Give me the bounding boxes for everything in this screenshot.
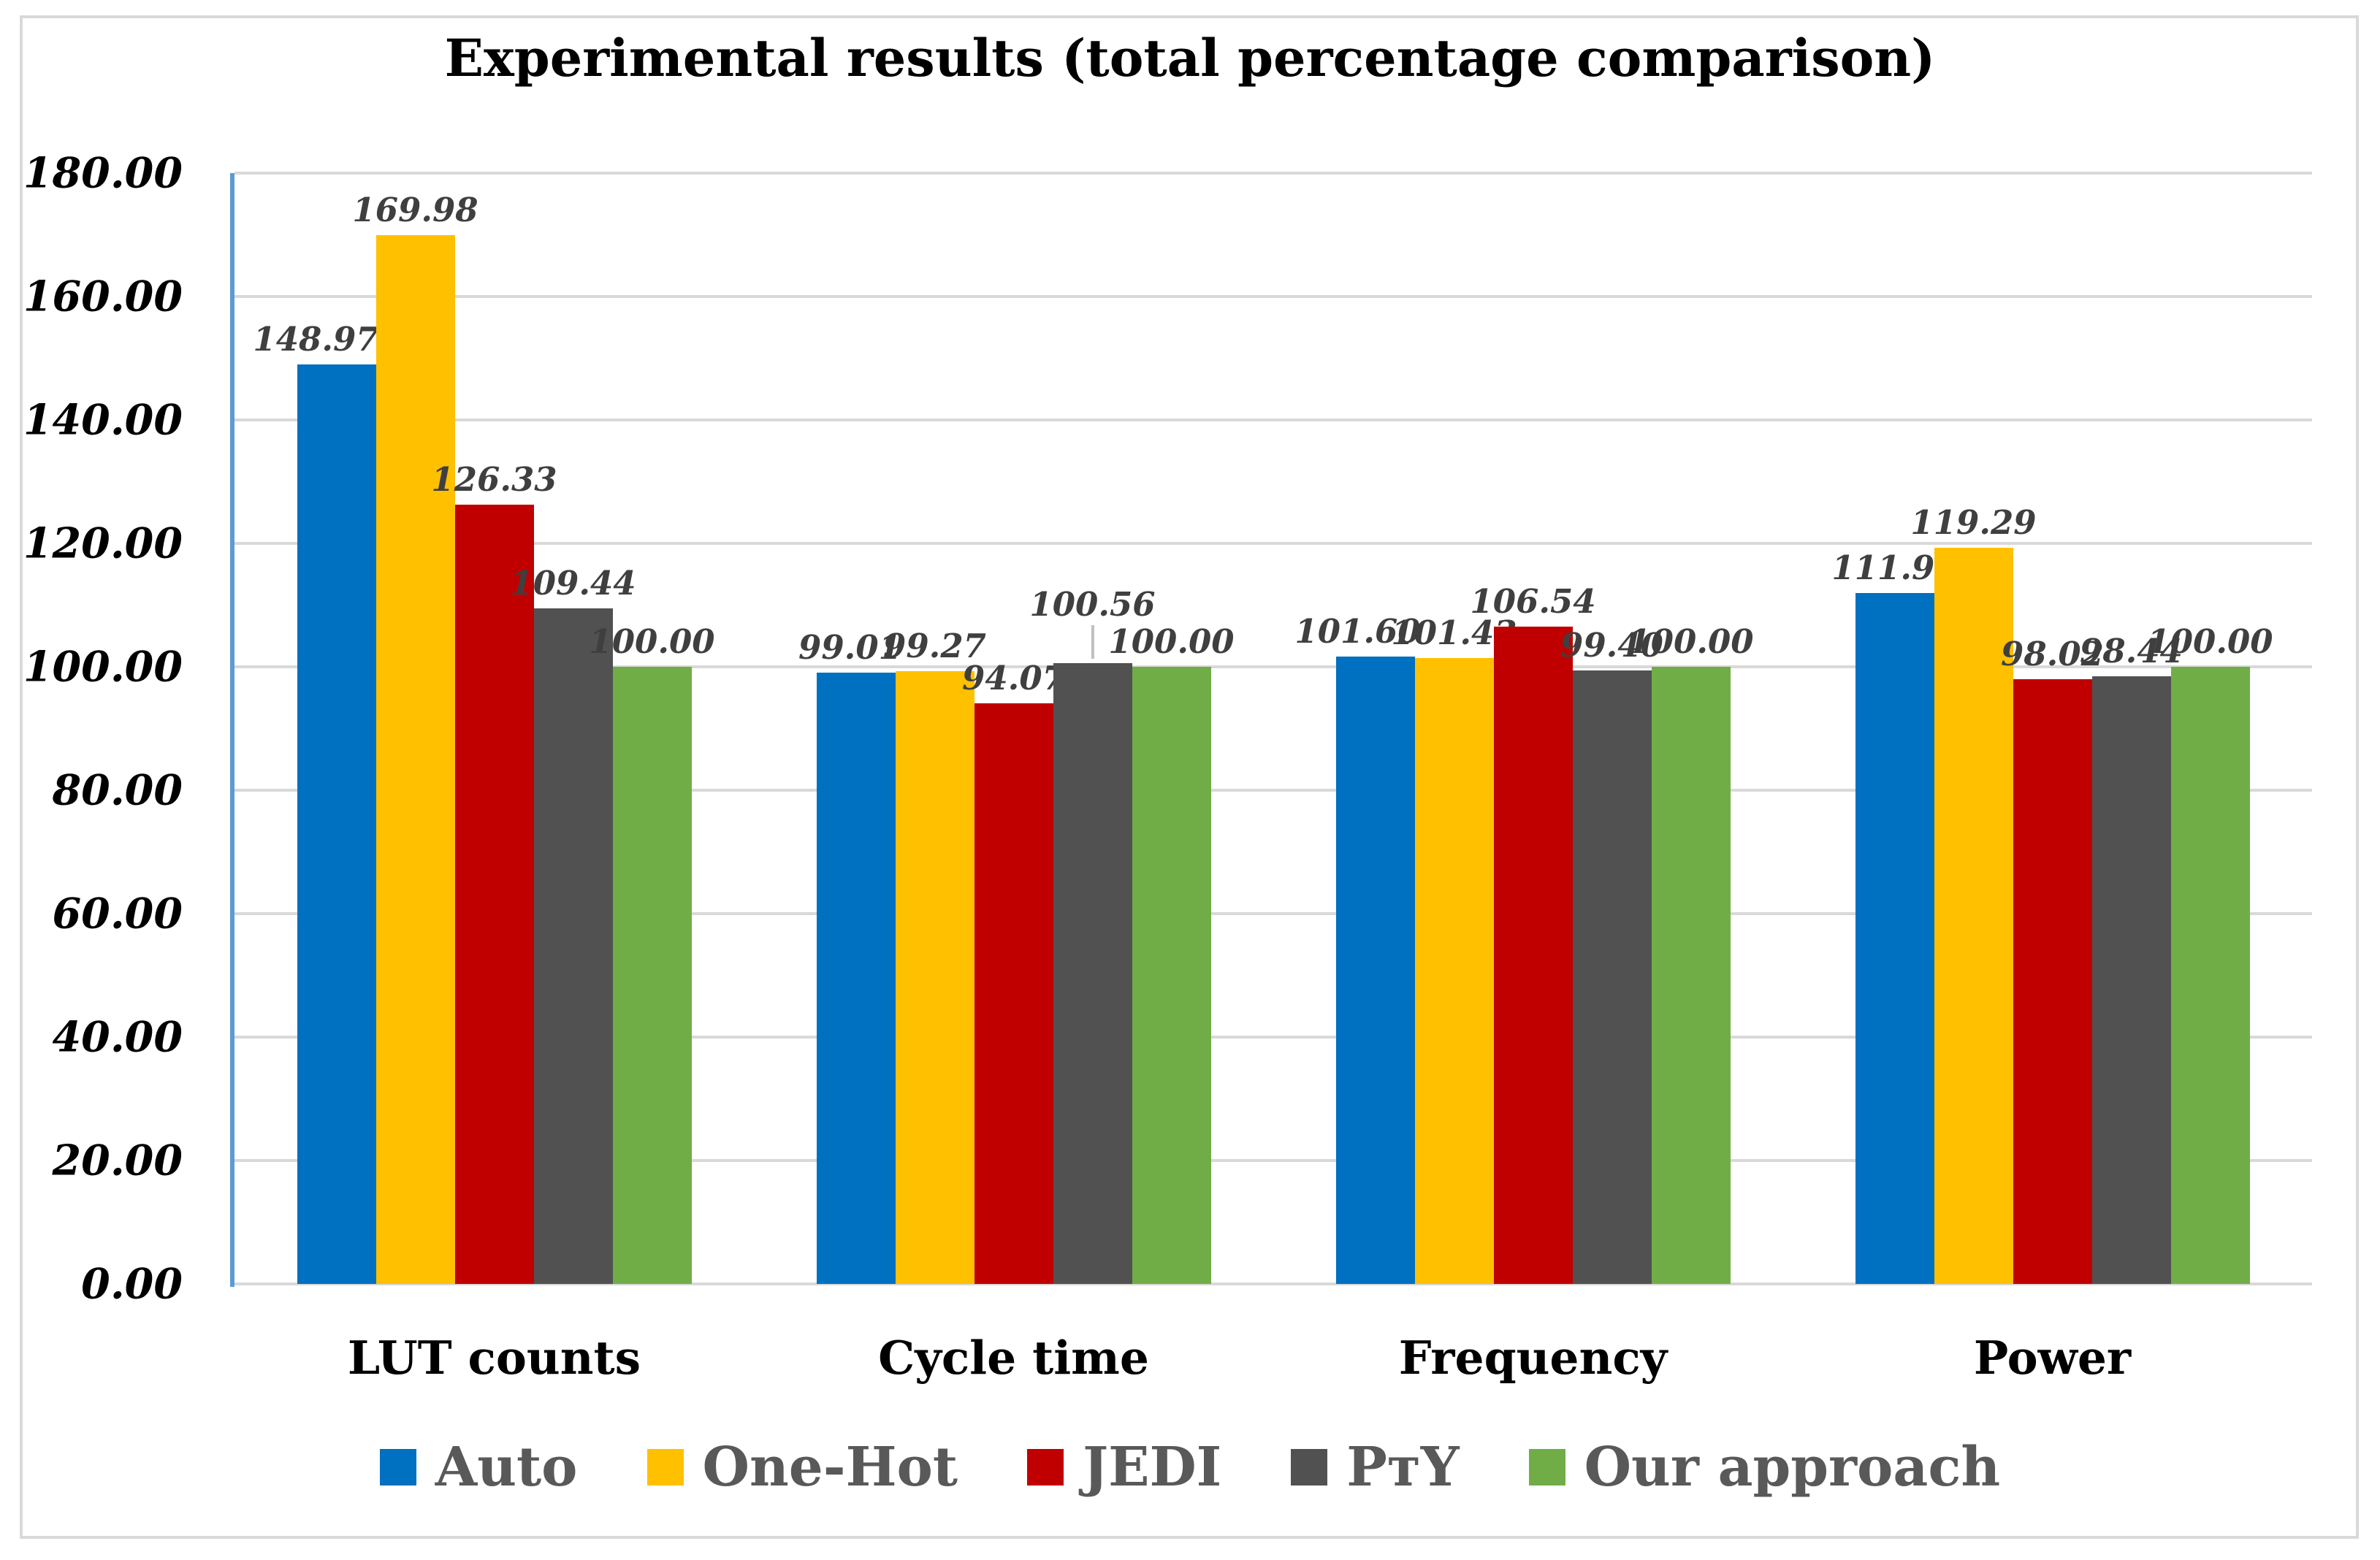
bar-pᴛy: 109.44 — [510, 567, 636, 1284]
category-label: Frequency — [1398, 1331, 1668, 1385]
bar-jedi: 126.33 — [431, 463, 557, 1284]
bar-one-hot: 99.27 — [883, 630, 986, 1284]
chart-title: Experimental results (total percentage c… — [444, 28, 1936, 88]
bar-group: 99.01 99.27 94.07 100.56 100.00 — [754, 173, 1273, 1284]
bar-value-label: 99.01 — [798, 628, 901, 668]
bar-jedi: 94.07 — [962, 662, 1065, 1284]
legend-label: Auto — [435, 1436, 578, 1499]
bar-value-label: 100.56 — [1029, 588, 1156, 659]
bar-auto: 111.95 — [1831, 551, 1958, 1284]
legend-label: Our approach — [1584, 1436, 2001, 1499]
plot-area: 148.97 169.98 126.33 109.44 100.00 99.01 99.27… — [230, 172, 2312, 1287]
gridline — [234, 912, 2312, 915]
gridline — [234, 665, 2312, 668]
bar-pᴛy: 99.40 — [1560, 629, 1663, 1284]
bar-value-label: 126.33 — [431, 459, 557, 499]
gridline — [234, 1282, 2312, 1285]
gridline — [234, 1159, 2312, 1162]
bar-our-approach: 100.00 — [589, 625, 715, 1284]
category-labels: LUT counts Cycle time Frequency Power — [234, 1331, 2312, 1385]
y-axis-tick-label: 40.00 — [52, 1012, 183, 1062]
y-axis-tick-label: 60.00 — [52, 889, 183, 938]
legend-item-jedi: JEDI — [1027, 1440, 1221, 1494]
bar-value-label: 94.07 — [962, 659, 1065, 698]
y-axis-tick-label: 80.00 — [52, 765, 183, 815]
legend-item-auto: Auto — [379, 1436, 578, 1499]
bar-value-label: 109.44 — [510, 564, 636, 603]
category-label: LUT counts — [347, 1331, 641, 1385]
legend-swatch — [1528, 1449, 1565, 1486]
legend-swatch — [379, 1449, 416, 1486]
bar-one-hot: 169.98 — [352, 194, 478, 1284]
bar-value-label: 100.00 — [589, 622, 715, 661]
bar-value-label: 99.40 — [1560, 626, 1663, 665]
bar-value-label: 98.02 — [2001, 634, 2104, 673]
y-axis-tick-label: 120.00 — [23, 519, 183, 568]
bar-groups: 148.97 169.98 126.33 109.44 100.00 99.01 99.27… — [234, 173, 2312, 1284]
bar-group: 101.60 101.43 106.54 99.40 100.00 — [1273, 173, 1793, 1284]
legend-item-one-hot: One-Hot — [647, 1440, 958, 1494]
y-axis-labels: 0.00 20.00 40.00 60.00 80.00 100.00 120.00 140.… — [0, 153, 183, 1305]
legend-swatch — [1291, 1449, 1328, 1486]
legend-item-our-approach: Our approach — [1528, 1436, 2001, 1499]
gridline — [234, 295, 2312, 298]
legend-swatch — [1027, 1449, 1064, 1486]
bar-value-label: 100.00 — [1108, 622, 1235, 661]
y-axis-tick-label: 0.00 — [81, 1259, 183, 1309]
bar-pᴛy: 98.44 — [2080, 635, 2183, 1284]
y-axis-tick-label: 160.00 — [23, 272, 183, 321]
bar-value-label: 98.44 — [2080, 632, 2183, 671]
bar-auto: 99.01 — [798, 631, 901, 1284]
legend: Auto One-Hot JEDI PᴛY Our approach — [0, 1440, 2380, 1494]
gridline — [234, 418, 2312, 421]
leader-line — [1091, 625, 1094, 659]
bar-value-label: 106.54 — [1470, 581, 1596, 621]
bar-auto: 101.60 — [1294, 615, 1421, 1284]
bar-value-label: 101.60 — [1294, 612, 1421, 651]
gridline — [234, 542, 2312, 545]
category-label: Cycle time — [878, 1331, 1149, 1385]
bar-jedi: 98.02 — [2001, 638, 2104, 1284]
y-axis-tick-label: 100.00 — [23, 642, 183, 692]
legend-label: One-Hot — [702, 1436, 958, 1499]
gridline — [234, 172, 2312, 175]
legend-swatch — [647, 1449, 684, 1486]
bar-group: 148.97 169.98 126.33 109.44 100.00 — [234, 173, 754, 1284]
gridline — [234, 789, 2312, 792]
bar-one-hot: 101.43 — [1391, 616, 1517, 1284]
bar-group: 111.95 119.29 98.02 98.44 100.00 — [1793, 173, 2312, 1284]
bar-value-label: 100.00 — [2147, 622, 2273, 661]
gridline — [234, 1036, 2312, 1039]
bar-value-label: 100.00 — [1628, 622, 1754, 661]
category-label: Power — [1973, 1331, 2132, 1385]
bar-one-hot: 119.29 — [1910, 506, 2037, 1284]
legend-item-pᴛy: PᴛY — [1291, 1436, 1460, 1499]
bar-jedi: 106.54 — [1470, 585, 1596, 1284]
y-axis-tick-label: 140.00 — [23, 395, 183, 445]
legend-label: PᴛY — [1346, 1436, 1460, 1499]
bar-our-approach: 100.00 — [2147, 625, 2273, 1284]
legend-label: JEDI — [1083, 1436, 1222, 1499]
bar-value-label: 169.98 — [352, 190, 478, 229]
bar-value-label: 148.97 — [253, 320, 379, 359]
bar-value-label: 99.27 — [883, 627, 986, 666]
y-axis-tick-label: 180.00 — [23, 148, 183, 198]
bar-auto: 148.97 — [253, 323, 379, 1284]
y-axis-tick-label: 20.00 — [52, 1136, 183, 1185]
bar-pᴛy: 100.56 — [1029, 588, 1156, 1284]
bar-our-approach: 100.00 — [1628, 625, 1754, 1284]
y-axis-line — [230, 173, 234, 1287]
bar-our-approach: 100.00 — [1108, 625, 1235, 1284]
bar-value-label: 119.29 — [1910, 503, 2037, 542]
